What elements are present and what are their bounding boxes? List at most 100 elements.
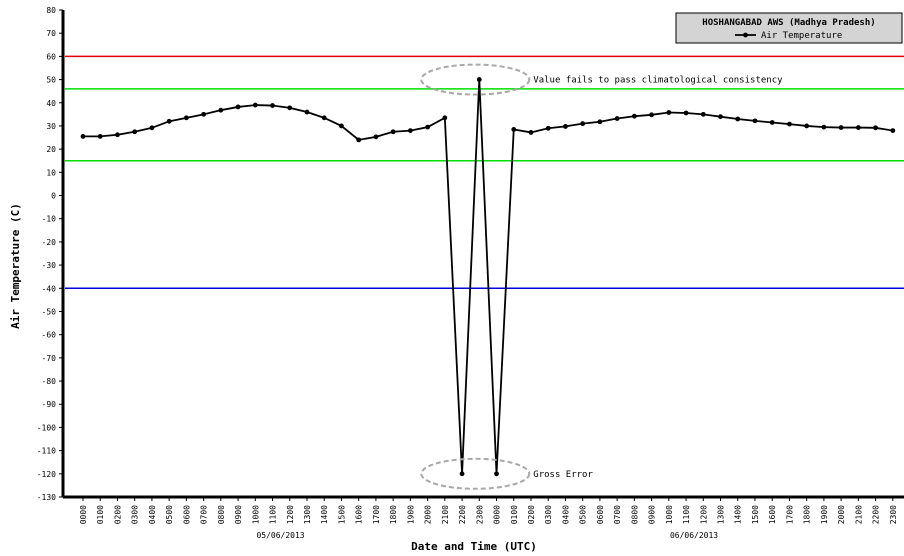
date-label: 05/06/2013 bbox=[256, 531, 304, 540]
data-point bbox=[494, 471, 499, 477]
reference-lines bbox=[65, 55, 904, 290]
x-tick-label: 1200 bbox=[699, 505, 708, 524]
y-tick-label: 70 bbox=[46, 29, 56, 38]
y-tick-label: -80 bbox=[42, 377, 57, 386]
y-tick-label: -40 bbox=[42, 284, 57, 293]
y-tick-label: -110 bbox=[37, 447, 56, 456]
x-tick-label: 1200 bbox=[286, 505, 295, 524]
y-tick-label: 60 bbox=[46, 52, 56, 61]
data-point bbox=[459, 471, 465, 477]
data-point bbox=[563, 124, 568, 129]
x-tick-label: 1500 bbox=[751, 505, 760, 524]
x-tick-label: 1800 bbox=[803, 505, 812, 524]
x-tick-label: 1500 bbox=[337, 505, 346, 524]
data-point bbox=[873, 125, 878, 131]
annotation-layer: Value fails to pass climatological consi… bbox=[420, 63, 783, 490]
legend-title: HOSHANGABAD AWS (Madhya Pradesh) bbox=[702, 18, 875, 28]
data-point bbox=[476, 77, 482, 82]
data-point bbox=[787, 121, 792, 127]
data-point bbox=[597, 119, 603, 125]
x-tick-label: 0300 bbox=[544, 505, 553, 524]
x-axis-title: Date and Time (UTC) bbox=[411, 540, 537, 553]
data-point bbox=[614, 116, 620, 121]
x-tick-label: 0400 bbox=[148, 505, 157, 524]
x-tick-label: 2300 bbox=[475, 505, 484, 524]
y-tick-label: -100 bbox=[37, 423, 56, 432]
y-tick-label: -20 bbox=[42, 238, 57, 247]
x-tick-label: 1900 bbox=[406, 505, 415, 524]
legend-box bbox=[675, 12, 903, 44]
y-tick-label: 0 bbox=[51, 192, 56, 201]
y-axis: 80 70 60 50 40 30 20 10 0 -10 -20 -30 -40 -50 -60 -70 -8… bbox=[37, 6, 63, 502]
x-tick-label: 1700 bbox=[785, 505, 794, 524]
annotation-ellipse-0 bbox=[420, 63, 531, 96]
x-tick-label: 0600 bbox=[596, 505, 605, 524]
x-tick-label: 0600 bbox=[182, 505, 191, 524]
data-point bbox=[201, 111, 207, 117]
x-tick-label: 0800 bbox=[217, 505, 226, 524]
y-tick-label: 80 bbox=[46, 6, 56, 15]
x-tick-label: 0500 bbox=[579, 505, 588, 524]
x-tick-label: 0200 bbox=[113, 505, 122, 524]
x-axis: 0000 0100 0200 0300 0400 0500 0600 0700 0800 0900… bbox=[79, 497, 898, 540]
data-point bbox=[235, 104, 241, 110]
x-tick-label: 0000 bbox=[493, 505, 502, 524]
x-tick-label: 0500 bbox=[165, 505, 174, 524]
x-tick-label: 1400 bbox=[320, 505, 329, 524]
data-point bbox=[218, 107, 224, 113]
data-point bbox=[821, 124, 827, 130]
x-tick-label: 1900 bbox=[820, 505, 829, 524]
x-tick-label: 1000 bbox=[251, 505, 260, 524]
data-point bbox=[855, 125, 861, 130]
x-tick-label: 1000 bbox=[665, 505, 674, 524]
data-point bbox=[752, 118, 758, 124]
data-point bbox=[407, 128, 413, 133]
data-point bbox=[132, 129, 138, 135]
x-tick-label: 0700 bbox=[200, 505, 209, 524]
x-tick-label: 2100 bbox=[441, 505, 450, 524]
annotation-text-0: Value fails to pass climatological consi… bbox=[533, 76, 783, 86]
x-tick-label: 1800 bbox=[389, 505, 398, 524]
x-tick-label: 0900 bbox=[648, 505, 657, 524]
annotation-ellipse-1 bbox=[420, 457, 531, 490]
data-point bbox=[321, 115, 327, 121]
x-tick-label: 0200 bbox=[527, 505, 536, 524]
x-tick-label: 2300 bbox=[889, 505, 898, 524]
x-tick-label: 2200 bbox=[458, 505, 467, 524]
x-tick-label: 2100 bbox=[854, 505, 863, 524]
legend: HOSHANGABAD AWS (Madhya Pradesh) Air Temp… bbox=[675, 12, 903, 44]
data-point bbox=[718, 114, 723, 120]
data-point bbox=[735, 116, 741, 122]
y-axis-title: Air Temperature (C) bbox=[9, 203, 22, 329]
x-tick-label: 1100 bbox=[269, 505, 278, 524]
data-point bbox=[183, 115, 189, 121]
data-point bbox=[528, 130, 534, 135]
data-point bbox=[166, 118, 172, 124]
x-tick-label: 1300 bbox=[717, 505, 726, 524]
annotation-text-1: Gross Error bbox=[533, 470, 593, 480]
data-point bbox=[80, 133, 86, 139]
x-tick-label: 2200 bbox=[872, 505, 881, 524]
data-point bbox=[149, 125, 155, 131]
data-point bbox=[270, 103, 275, 108]
y-tick-label: -70 bbox=[42, 354, 57, 363]
data-point bbox=[287, 105, 293, 111]
legend-point-marker bbox=[743, 32, 748, 38]
x-tick-label: 0300 bbox=[131, 505, 140, 524]
data-point bbox=[356, 137, 362, 143]
data-point bbox=[631, 113, 637, 119]
x-tick-label: 1100 bbox=[682, 505, 691, 524]
data-point bbox=[700, 111, 706, 117]
y-tick-label: 10 bbox=[46, 168, 56, 177]
data-point bbox=[442, 115, 448, 121]
data-point bbox=[580, 121, 586, 127]
data-point bbox=[666, 110, 672, 115]
y-tick-label: 40 bbox=[46, 99, 56, 108]
x-tick-label: 1300 bbox=[303, 505, 312, 524]
y-tick-label: -60 bbox=[42, 331, 57, 340]
y-tick-label: -120 bbox=[37, 470, 56, 479]
x-tick-label: 0400 bbox=[561, 505, 570, 524]
data-point bbox=[804, 123, 810, 129]
x-tick-label: 0100 bbox=[510, 505, 519, 524]
